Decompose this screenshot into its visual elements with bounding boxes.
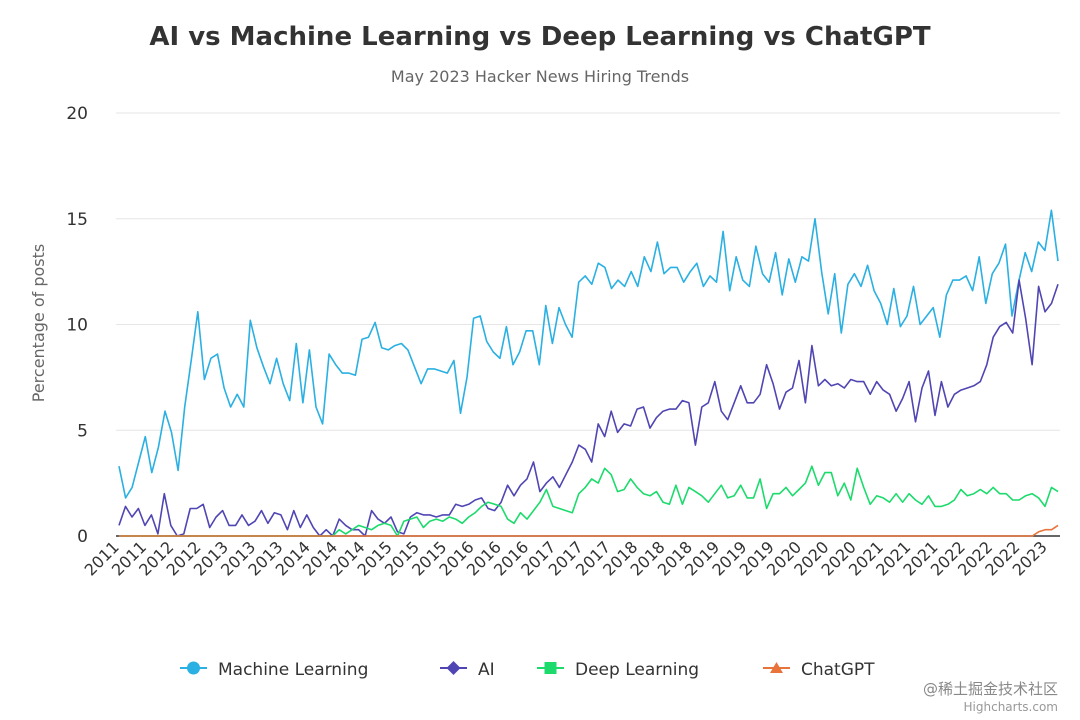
legend-label: Machine Learning	[218, 660, 368, 680]
legend-label: AI	[478, 660, 495, 680]
y-tick-label: 0	[77, 527, 88, 547]
y-tick-label: 20	[66, 104, 88, 124]
square-marker-icon	[544, 662, 557, 674]
legend-label: ChatGPT	[801, 660, 875, 680]
y-tick-label: 10	[66, 316, 88, 336]
chart-title: AI vs Machine Learning vs Deep Learning …	[149, 22, 931, 52]
circle-marker-icon	[187, 661, 200, 675]
legend: Machine Learning AI Deep Learning ChatGPT	[180, 660, 875, 680]
y-axis-label: Percentage of posts	[29, 244, 48, 403]
plot-area	[118, 209, 1059, 537]
legend-item-chatgpt[interactable]: ChatGPT	[763, 660, 875, 680]
legend-item-machine-learning[interactable]: Machine Learning	[180, 660, 368, 680]
gridlines	[116, 112, 1060, 537]
chart-subtitle: May 2023 Hacker News Hiring Trends	[391, 67, 689, 86]
x-axis-ticks: 2011201120122012201320132013201420142014…	[81, 537, 1051, 579]
series-line-ai	[118, 279, 1059, 537]
y-tick-label: 5	[77, 421, 88, 441]
legend-label: Deep Learning	[575, 660, 699, 680]
legend-item-ai[interactable]: AI	[440, 660, 495, 680]
series-line-chatgpt	[119, 524, 1059, 537]
credits: Highcharts.com	[964, 700, 1058, 714]
diamond-marker-icon	[446, 661, 461, 675]
series-line-deep-learning	[119, 465, 1059, 537]
series-line-machine-learning	[118, 209, 1059, 499]
y-axis-ticks: 0 5 10 15 20	[66, 104, 88, 547]
triangle-marker-icon	[770, 662, 783, 673]
y-tick-label: 15	[66, 210, 88, 230]
watermark: @稀土掘金技术社区	[923, 680, 1058, 698]
legend-item-deep-learning[interactable]: Deep Learning	[537, 660, 699, 680]
